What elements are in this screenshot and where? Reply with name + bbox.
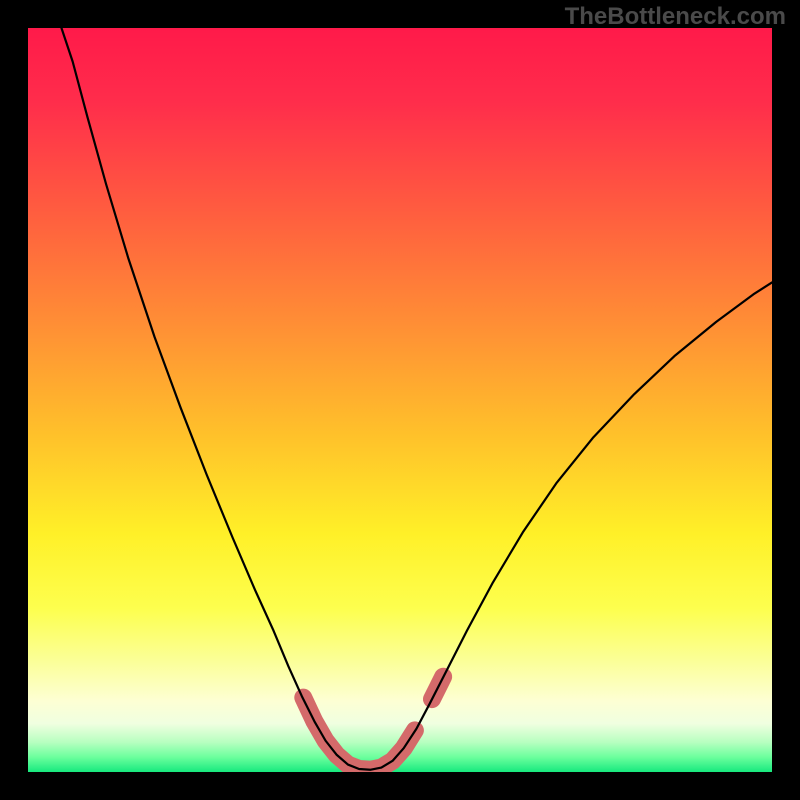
watermark-text: TheBottleneck.com [565, 3, 786, 31]
bottleneck-curve [61, 28, 772, 770]
plot-area [28, 28, 772, 772]
chart-container: TheBottleneck.com [0, 0, 800, 800]
curve-layer [28, 28, 772, 772]
highlight-segment [303, 698, 415, 770]
